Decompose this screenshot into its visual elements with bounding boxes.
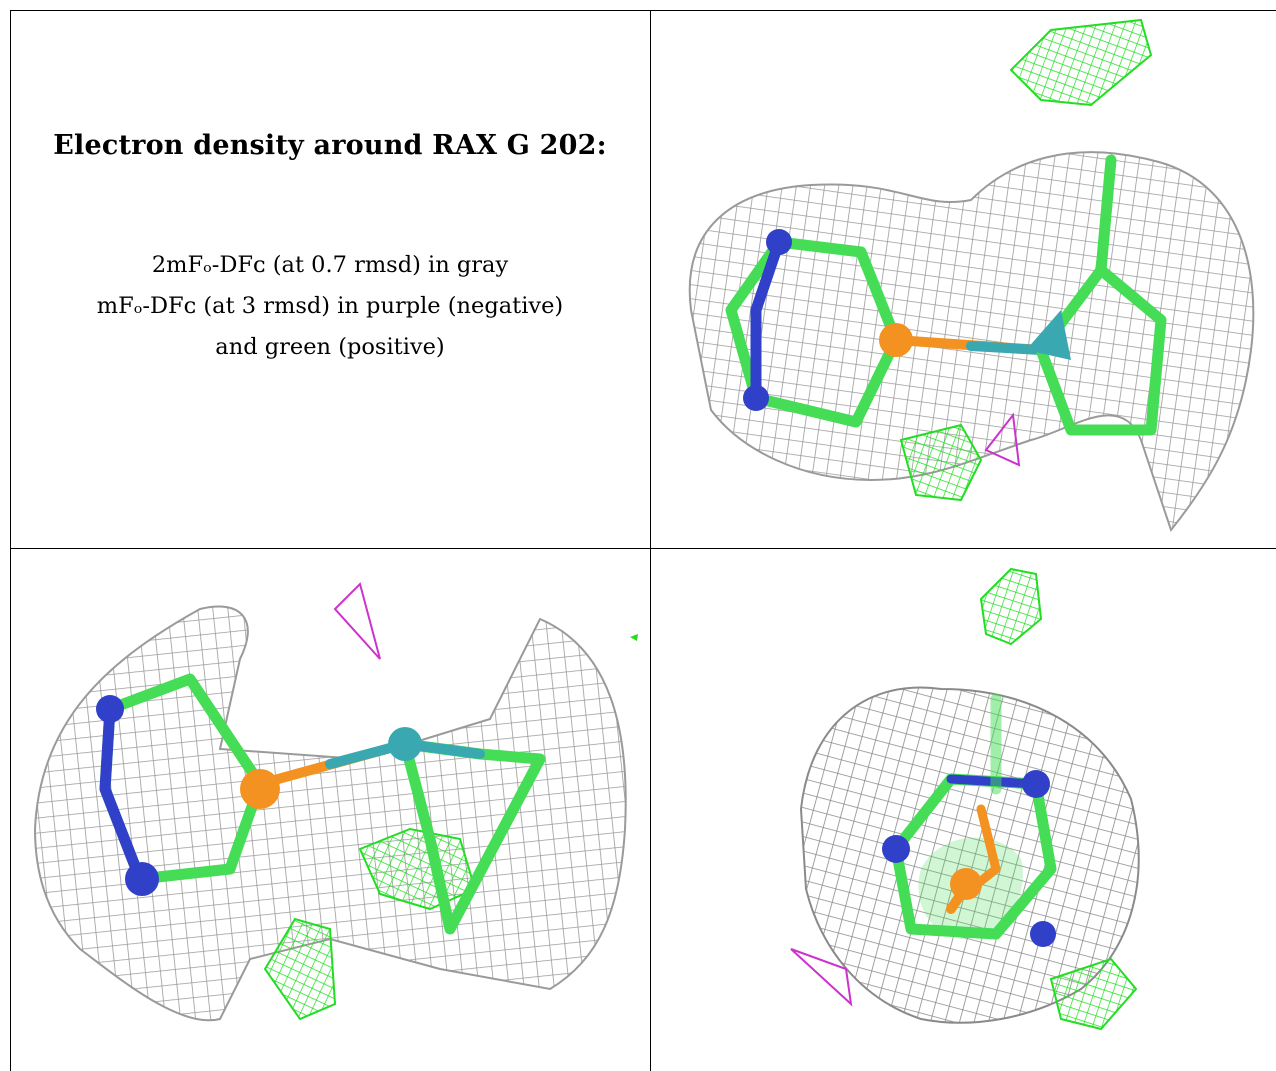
phosphorus-atom bbox=[950, 868, 982, 900]
positive-blob-middle bbox=[899, 423, 983, 502]
density-panel-top-right bbox=[651, 10, 1276, 548]
figure-legend: 2mFₒ-DFᴄ (at 0.7 rmsd) in gray mFₒ-DFᴄ (… bbox=[10, 245, 650, 368]
phosphorus-atom bbox=[240, 769, 280, 809]
legend-line-2fofc: 2mFₒ-DFᴄ (at 0.7 rmsd) in gray bbox=[151, 252, 509, 278]
nitrogen-atom-1 bbox=[766, 229, 792, 255]
caption-cell: Electron density around RAX G 202: 2mFₒ-… bbox=[10, 10, 650, 548]
molecule-view-3 bbox=[790, 567, 1140, 1031]
figure-grid: Electron density around RAX G 202: 2mFₒ-… bbox=[10, 10, 1276, 1071]
negative-blob bbox=[333, 582, 381, 660]
positive-blob-right bbox=[1049, 957, 1138, 1031]
density-panel-bottom-left bbox=[10, 549, 650, 1071]
nitrogen-atom-1 bbox=[882, 835, 910, 863]
nitrogen-atom-2 bbox=[1022, 770, 1050, 798]
density-panel-bottom-right bbox=[651, 549, 1276, 1071]
positive-blob-lower bbox=[263, 917, 337, 1021]
positive-dot bbox=[630, 634, 638, 641]
metal-atom bbox=[1026, 310, 1071, 360]
positive-blob-top bbox=[1009, 18, 1153, 107]
nitrogen-atom-1 bbox=[96, 695, 124, 723]
molecule-view-1 bbox=[688, 18, 1255, 533]
legend-line-fofc: mFₒ-DFᴄ (at 3 rmsd) in purple (negative) bbox=[96, 293, 564, 319]
nitrogen-atom-2 bbox=[125, 862, 159, 896]
negative-blob bbox=[790, 948, 853, 1007]
legend-line-colors: and green (positive) bbox=[215, 334, 445, 360]
nitrogen-atom-3 bbox=[1030, 921, 1056, 947]
table-border-left bbox=[10, 10, 11, 1071]
negative-blob bbox=[984, 412, 1021, 467]
gray-density-mesh bbox=[33, 605, 627, 1022]
table-border-center bbox=[650, 10, 651, 1071]
metal-atom bbox=[388, 727, 422, 761]
figure-title: Electron density around RAX G 202: bbox=[53, 130, 607, 161]
table-border-top bbox=[10, 10, 1276, 11]
stick-model bbox=[890, 693, 1057, 940]
table-border-middle bbox=[10, 548, 1276, 549]
phosphorus-atom bbox=[879, 323, 913, 357]
molecule-view-2 bbox=[33, 582, 638, 1022]
nitrogen-atom-2 bbox=[743, 385, 769, 411]
positive-blob-top bbox=[979, 567, 1043, 646]
